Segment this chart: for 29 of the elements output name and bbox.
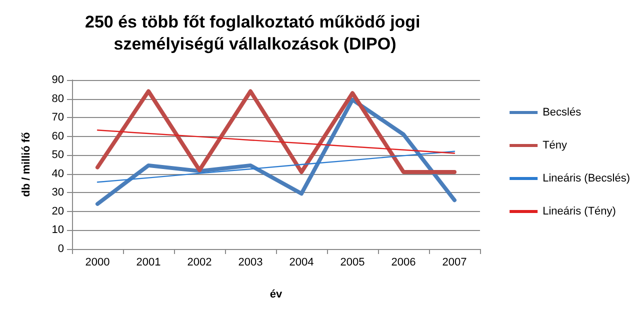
x-tick-label: 2002 <box>187 256 212 268</box>
legend-label: Tény <box>542 140 568 152</box>
x-tick-label: 2001 <box>136 256 161 268</box>
line-series <box>96 130 456 154</box>
y-tick-label: 0 <box>58 243 64 255</box>
y-axis-title: db / millió fő <box>20 132 32 197</box>
line-series <box>96 89 456 174</box>
x-tick-label: 2003 <box>238 256 263 268</box>
x-tick-label: 2004 <box>289 256 314 268</box>
x-tick-label: 2006 <box>391 256 416 268</box>
legend-label: Lineáris (Becslés) <box>542 172 630 184</box>
y-tick-label: 80 <box>52 92 64 105</box>
chart-title: 250 és több főt foglalkoztató működő jogi személyiségű vállalkozások (DIPO) <box>84 12 426 54</box>
legend-label: Lineáris (Tény) <box>542 206 616 218</box>
y-tick-label: 10 <box>52 224 64 236</box>
y-tick-label: 70 <box>52 112 64 124</box>
line-series <box>96 150 456 183</box>
y-tick-label: 20 <box>52 205 64 218</box>
x-tick-label: 2000 <box>85 256 110 268</box>
line-series <box>96 98 456 206</box>
x-tick-label: 2007 <box>442 256 467 268</box>
y-tick-label: 60 <box>52 130 64 142</box>
x-axis-title: év <box>270 288 283 300</box>
y-tick-label: 30 <box>52 186 64 199</box>
y-tick-label: 90 <box>52 74 64 86</box>
legend-label: Becslés <box>542 106 582 118</box>
x-tick-label: 2005 <box>340 256 365 268</box>
y-tick-label: 40 <box>52 168 64 180</box>
y-tick-label: 50 <box>52 149 64 162</box>
